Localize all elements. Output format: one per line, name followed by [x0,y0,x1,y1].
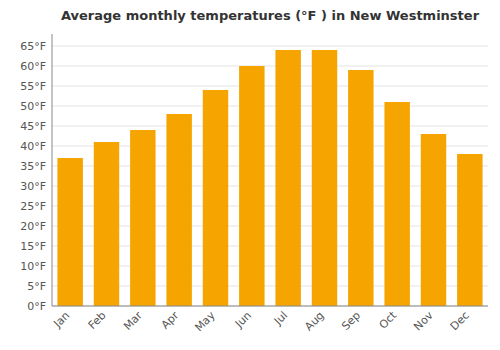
bars [57,50,482,306]
bar [130,130,155,306]
y-tick-label: 25°F [20,200,46,213]
grid-line [52,66,488,67]
y-tick-label: 20°F [20,220,46,233]
grid-line [52,46,488,47]
bar [312,50,337,306]
bar [348,70,373,306]
x-tick-label: Mar [121,309,145,333]
y-tick-label: 0°F [27,300,46,313]
bar [457,154,482,306]
x-tick-label: Jul [271,309,290,328]
title: Average monthly temperatures (°F ) in Ne… [61,8,480,23]
bar [275,50,300,306]
x-tick-label: May [192,309,218,335]
bar [57,158,82,306]
grid-line [52,126,488,127]
bar [384,102,409,306]
x-axis-line [52,306,488,307]
x-tick-label: Jan [50,309,72,331]
y-tick-label: 65°F [20,40,46,53]
grid-line [52,86,488,87]
bar [94,142,119,306]
x-tick-label: Sep [339,309,363,333]
y-tick-label: 35°F [20,160,46,173]
y-tick-label: 50°F [20,100,46,113]
grid [52,46,488,306]
x-tick-label: Aug [302,309,326,333]
x-tick-label: Apr [159,309,182,332]
y-tick-label: 55°F [20,80,46,93]
x-tick-label: Dec [448,309,472,333]
bar [239,66,264,306]
grid-line [52,306,488,307]
bar [203,90,228,306]
x-tick-label: Oct [377,308,400,331]
chart-container: Average monthly temperatures (°F ) in Ne… [0,0,500,350]
y-tick-label: 30°F [20,180,46,193]
y-tick-label: 5°F [27,280,46,293]
chart: Average monthly temperatures (°F ) in Ne… [0,0,500,350]
bar [166,114,191,306]
y-tick-label: 15°F [20,240,46,253]
y-tick-label: 40°F [20,140,46,153]
y-tick-label: 10°F [20,260,46,273]
x-tick-label: Jun [232,309,254,331]
y-tick-label: 60°F [20,60,46,73]
y-tick-label: 45°F [20,120,46,133]
grid-line [52,106,488,107]
y-axis-line [52,34,53,306]
bar [421,134,446,306]
page: {"chart_data": {"type": "bar", "title": … [0,0,500,350]
x-tick-label: Feb [86,309,109,332]
x-tick-label: Nov [411,309,436,334]
